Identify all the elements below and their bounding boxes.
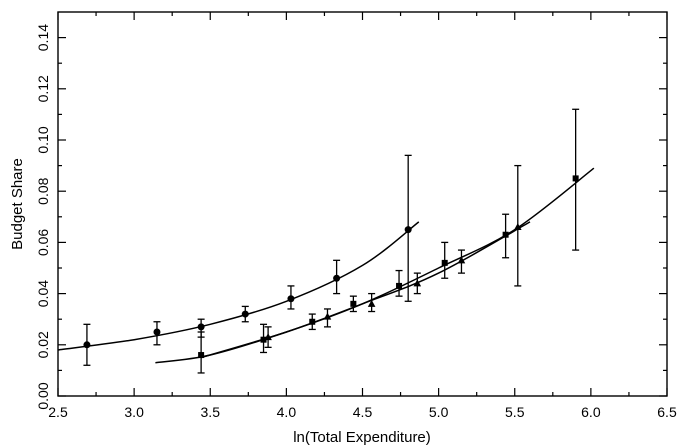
data-point (83, 341, 91, 349)
x-tick-labels: 2.5 3.0 3.5 4.0 4.5 5.0 5.5 6.0 6.5 (48, 404, 677, 420)
x-tick-label: 3.0 (124, 404, 144, 420)
data-point (323, 312, 332, 320)
data-point (441, 259, 448, 266)
fitted-curve-3 (155, 221, 531, 364)
data-point (241, 310, 249, 318)
data-point (287, 295, 295, 303)
x-tick-label: 5.0 (429, 404, 449, 420)
x-tick-label: 6.5 (657, 404, 677, 420)
y-tick-label: 0.12 (35, 75, 51, 102)
axis-ticks (57, 12, 668, 397)
data-point (197, 323, 205, 331)
y-tick-label: 0.04 (35, 280, 51, 307)
y-tick-label: 0.06 (35, 229, 51, 256)
data-point (413, 279, 422, 287)
data-point (333, 274, 341, 282)
data-point (513, 223, 522, 231)
data-point (309, 318, 316, 325)
data-point (153, 328, 161, 336)
x-tick-label: 5.5 (505, 404, 525, 420)
data-point (367, 299, 376, 307)
data-points (83, 175, 579, 359)
data-point (572, 175, 579, 182)
fitted-curve-1 (57, 221, 420, 351)
data-point (457, 256, 466, 264)
y-tick-labels: 0.00 0.02 0.04 0.06 0.08 0.10 0.12 0.14 (35, 24, 51, 410)
x-tick-label: 6.0 (581, 404, 601, 420)
y-tick-label: 0.08 (35, 177, 51, 204)
y-tick-label: 0.14 (35, 24, 51, 51)
data-point (260, 336, 267, 343)
y-tick-label: 0.10 (35, 126, 51, 153)
fitted-curve-2 (200, 167, 595, 359)
y-tick-label: 0.02 (35, 331, 51, 358)
x-tick-label: 4.0 (277, 404, 297, 420)
data-point (264, 333, 272, 341)
data-point (404, 226, 412, 234)
data-point (396, 282, 403, 289)
data-point (198, 352, 205, 359)
y-tick-label: 0.00 (35, 382, 51, 409)
fitted-curves (57, 167, 595, 364)
data-point (350, 300, 357, 307)
x-tick-label: 4.5 (353, 404, 373, 420)
data-point (502, 231, 509, 238)
x-tick-label: 2.5 (48, 404, 68, 420)
x-axis-label: ln(Total Expenditure) (293, 429, 431, 446)
x-tick-label: 3.5 (201, 404, 221, 420)
y-axis-label: Budget Share (9, 158, 26, 250)
